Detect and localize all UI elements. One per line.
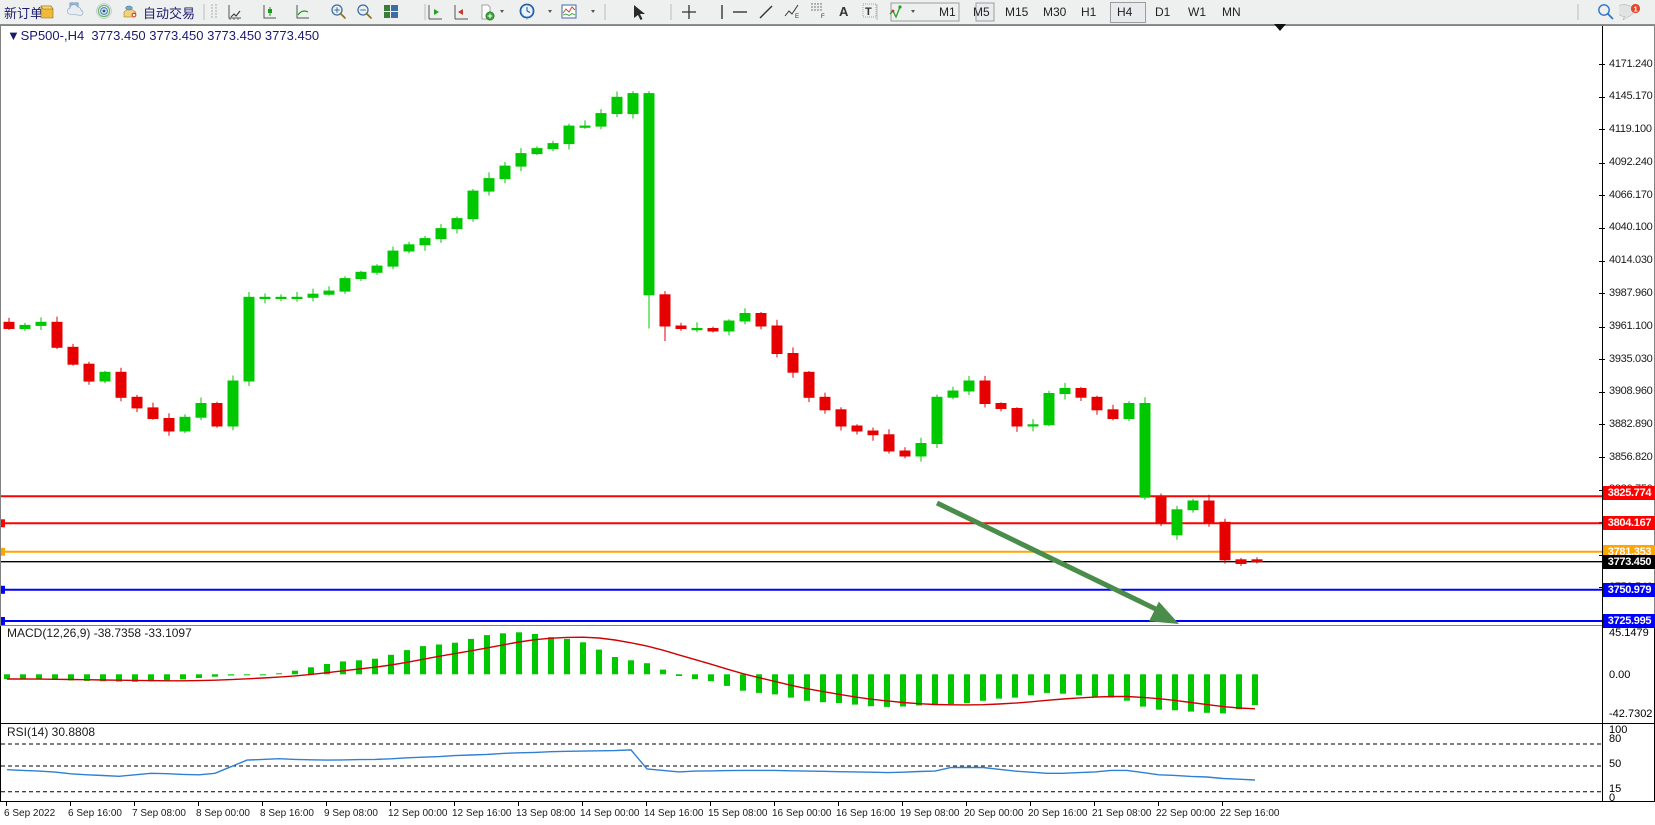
svg-text:1: 1 bbox=[1634, 4, 1638, 13]
